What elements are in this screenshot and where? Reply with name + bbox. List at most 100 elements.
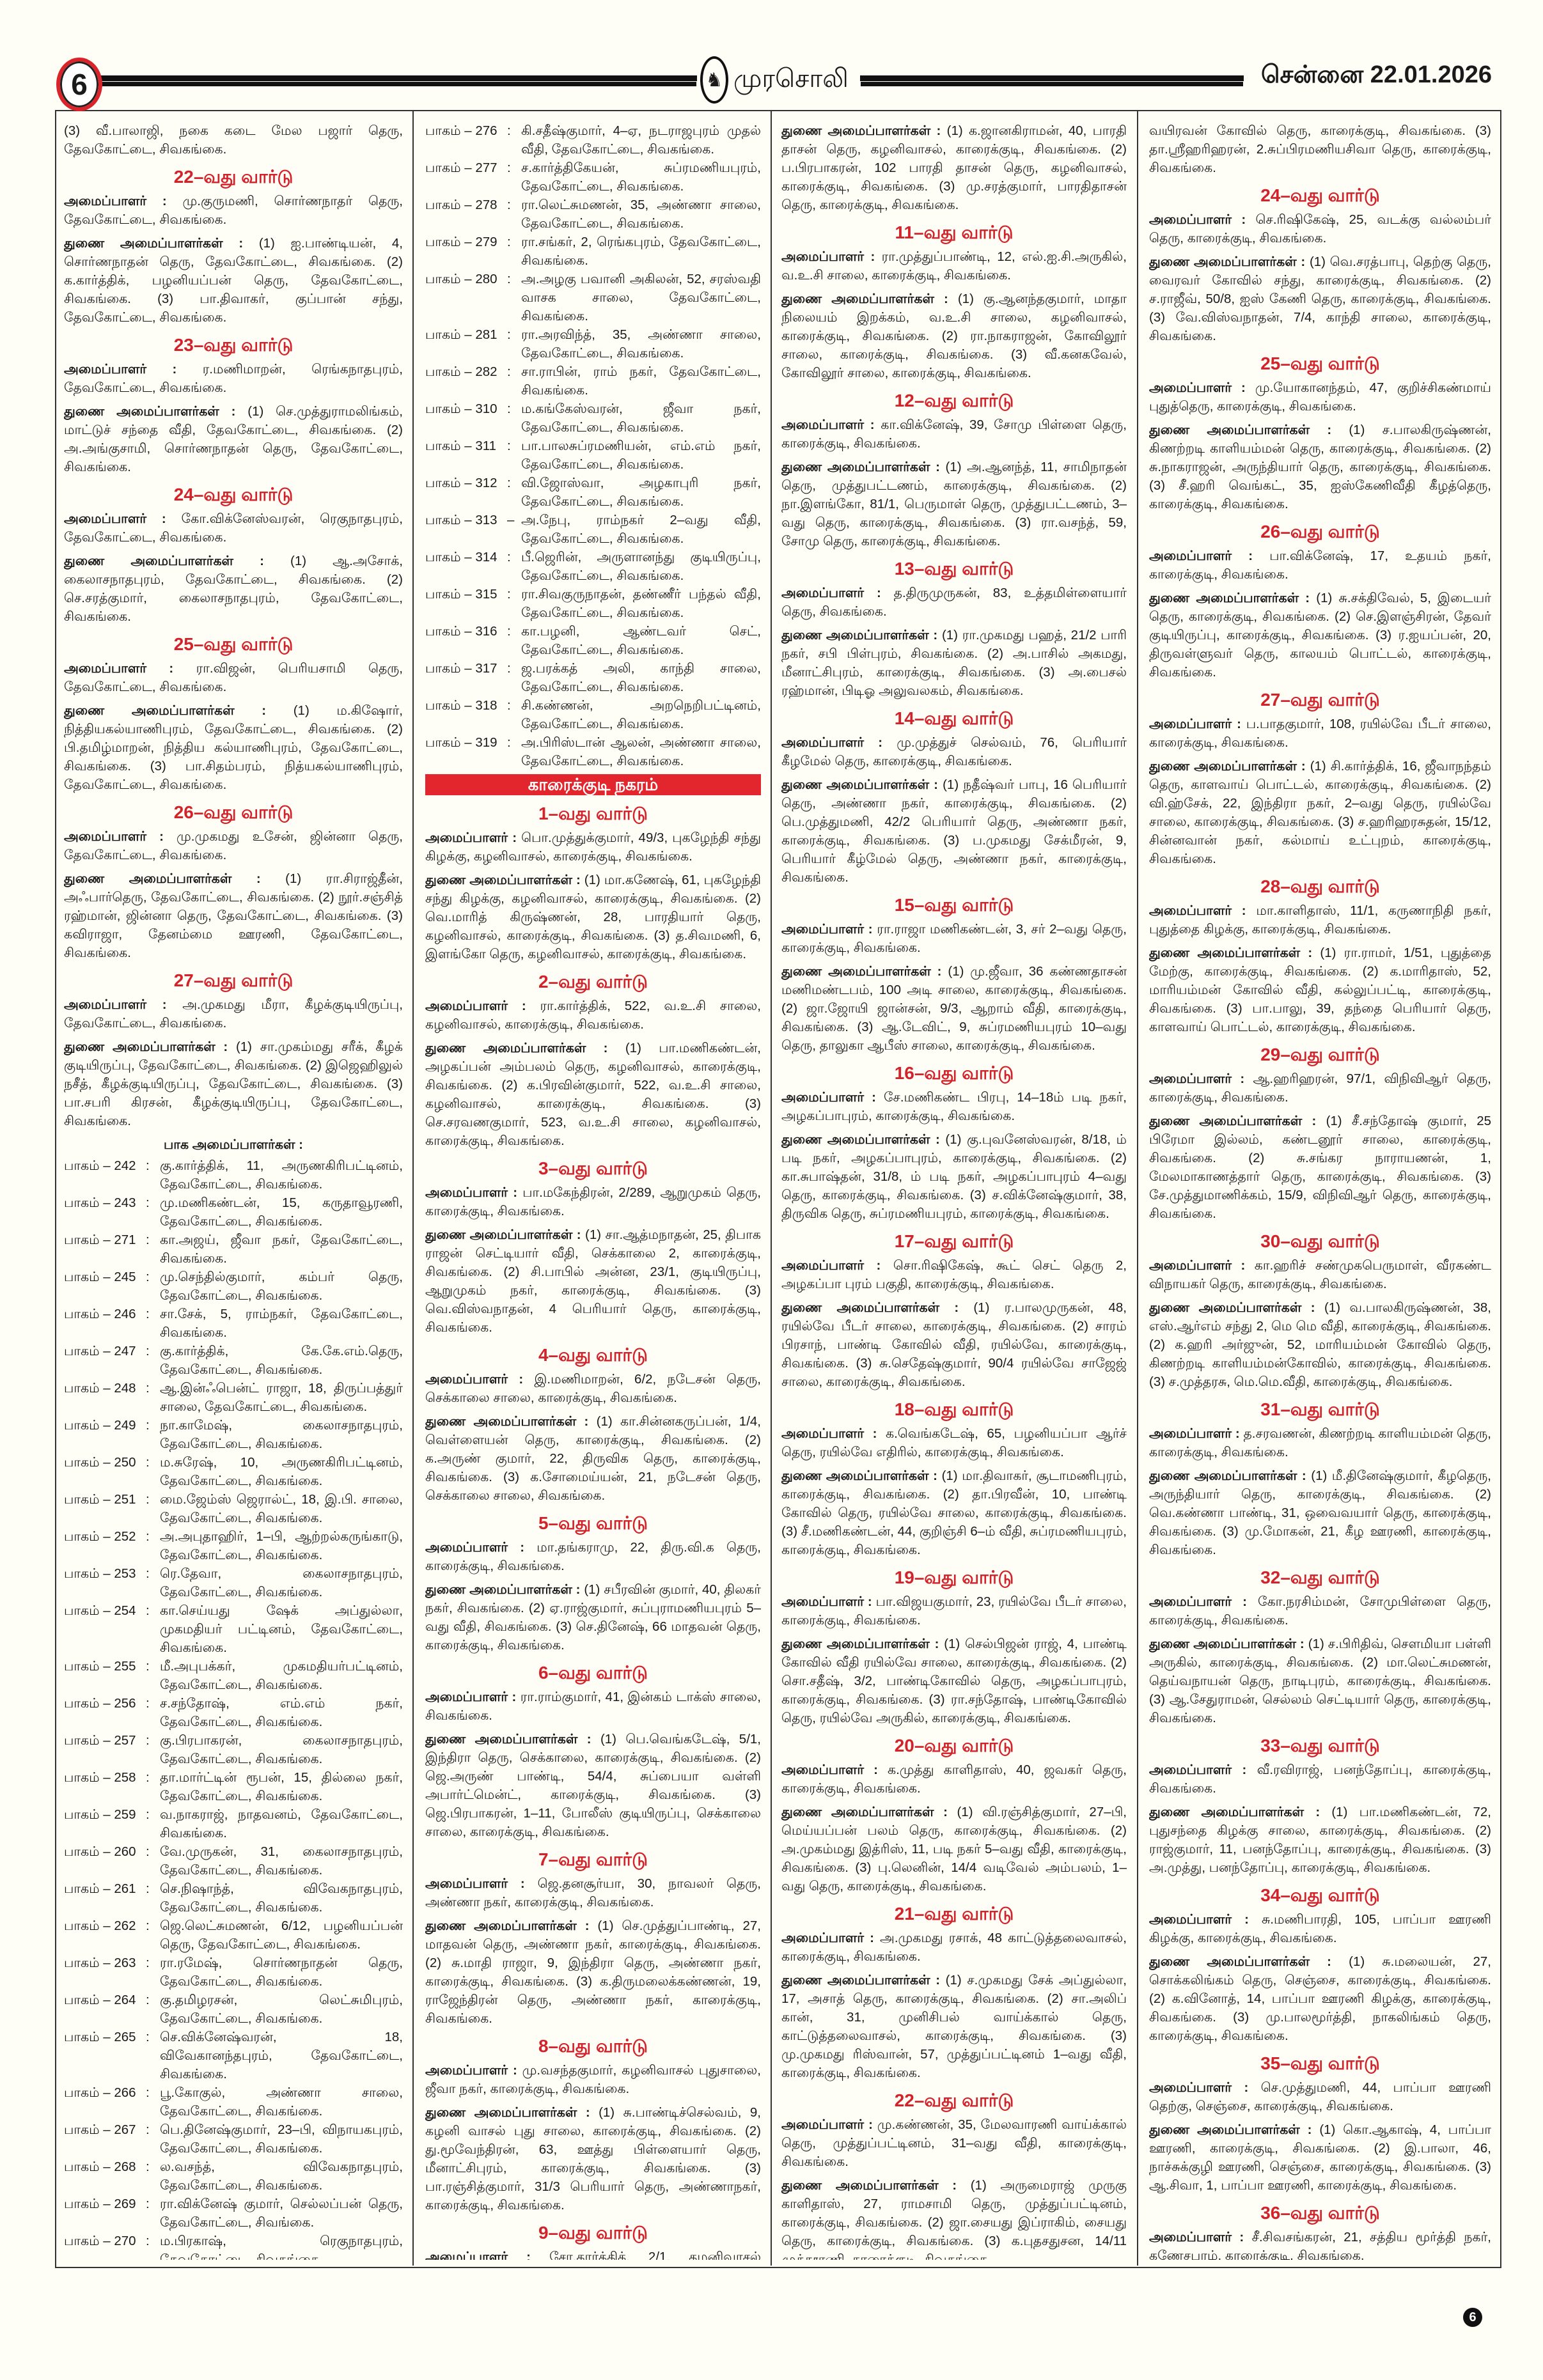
organizer-entry-text: ஜெ.தனசூர்யா, 30, நாவலர் தெரு, அண்ணா நகர்…: [425, 1876, 761, 1909]
deputies-entry: துணை அமைப்பாளர்கள் : (1) க.ஜானகிராமன், 4…: [781, 121, 1127, 214]
part-number: பாகம் – 267: [64, 2122, 136, 2137]
part-organizer-text: சா.ராபின், ராம் நகர், தேவகோட்டை, சிவகங்க…: [521, 364, 761, 398]
part-organizer-row: பாகம் – 263: ரா.ரமேஷ், சொர்ணநாதன் தெரு, த…: [64, 1954, 403, 1991]
ward-heading: 31–வது வார்டு: [1260, 1399, 1380, 1419]
organizer-entry-text: மு.முத்துச் செல்வம், 76, பெரியார் கீழமேல…: [781, 735, 1127, 768]
part-organizer-row: பாகம் – 254: கா.செய்யது ஷேக் அப்துல்லா, ம…: [64, 1601, 403, 1657]
part-organizer-text: கு.கார்த்திக், 11, அருணகிரிபட்டினம், தேவ…: [160, 1158, 403, 1192]
part-organizer-text: வே.முருகன், 31, கைலாசநாதபுரம், தேவகோட்டை…: [160, 1844, 403, 1878]
part-organizer-text: கா.செய்யது ஷேக் அப்துல்லா, முகமதியர் பட்…: [160, 1603, 403, 1655]
deputies-entry: துணை அமைப்பாளர்கள் : (1) செ.முத்துராமலிங…: [64, 402, 403, 476]
part-number: பாகம் – 265: [64, 2030, 136, 2044]
page-header: 6 ♞ முரசொலி சென்னை 22.01.2026: [0, 51, 1543, 111]
deputies-entry-label: துணை அமைப்பாளர்கள் :: [1149, 945, 1313, 960]
deputies-entry-label: துணை அமைப்பாளர்கள் :: [1149, 423, 1332, 437]
deputies-entry-text: (1) செ.முத்துராமலிங்கம், மாட்டுச் சந்தை …: [64, 404, 403, 474]
part-number: பாகம் – 316: [425, 624, 497, 639]
deputies-entry: துணை அமைப்பாளர்கள் : (1) ச.பாலகிருஷ்ணன்,…: [1149, 421, 1491, 513]
deputies-entry-label: துணை அமைப்பாளர்கள் :: [781, 1973, 941, 1987]
organizer-entry-text: சொ.ரிஷிகேஷ், கூட் செட் தெரு 2, அழகப்பா ப…: [781, 1258, 1127, 1291]
organizer-entry-label: அமைப்பாளர் :: [781, 1762, 878, 1777]
part-separator: :: [146, 1381, 150, 1396]
part-organizer-row: பாகம் – 319: அ.பிரிஸ்டான் ஆலன், அண்ணா சால…: [425, 733, 761, 770]
content-frame: [55, 110, 1501, 2268]
part-separator: :: [146, 1659, 150, 1674]
deputies-entry-label: துணை அமைப்பாளர்கள் :: [781, 1132, 940, 1147]
part-organizer-row: பாகம் – 246: சா.சேக், 5, ராம்நகர், தேவகோட…: [64, 1305, 403, 1342]
part-number: பாகம் – 282: [425, 364, 497, 379]
ward-heading: 28–வது வார்டு: [1260, 876, 1380, 896]
page-number-badge: 6: [56, 58, 102, 111]
part-organizer-text: ஆ.இன்ஃபென்ட் ராஜா, 18, திருப்பத்துர் சால…: [160, 1381, 403, 1414]
organizer-entry: அமைப்பாளர் : கா.விக்னேஷ், 39, சோமு பிள்ள…: [781, 416, 1127, 453]
part-separator: :: [146, 2030, 150, 2044]
murasoli-emblem-icon: ♞: [700, 56, 728, 104]
deputies-entry-label: துணை அமைப்பாளர்கள் :: [781, 2178, 957, 2193]
ward-heading: 36–வது வார்டு: [1260, 2203, 1380, 2223]
part-number: பாகம் – 257: [64, 1733, 136, 1748]
organizer-entry-text: ர.மணிமாறன், ரெங்கநாதபுரம், தேவகோட்டை, சி…: [64, 362, 403, 395]
organizer-entry-label: அமைப்பாளர் :: [64, 194, 167, 208]
deputies-entry: துணை அமைப்பாளர்கள் : (1) சா.முகம்மது சரீ…: [64, 1038, 403, 1130]
deputies-entry-label: துணை அமைப்பாளர்கள் :: [1149, 1954, 1332, 1969]
deputies-entry-label: துணை அமைப்பாளர்கள் :: [781, 964, 942, 979]
deputies-entry: துணை அமைப்பாளர்கள் : (1) சா.ஆத்மநாதன், 2…: [425, 1225, 761, 1337]
part-organizer-text: அ.நேபு, ராம்நகர் 2–வது வீதி, தேவகோட்டை, …: [521, 513, 761, 546]
deputies-entry-label: துணை அமைப்பாளர்கள் :: [425, 2105, 590, 2120]
organizer-entry-text: சோ.கார்த்திக், 2/1, கழனிவாசல் புதுசாலை, …: [549, 2250, 761, 2260]
deputies-entry: துணை அமைப்பாளர்கள் : (1) சி.கார்த்திக், …: [1149, 757, 1491, 868]
deputies-entry-label: துணை அமைப்பாளர்கள் :: [425, 1732, 591, 1746]
part-separator: :: [146, 1344, 150, 1358]
part-organizer-row: பாகம் – 253: ரெ.தேவா, கைலாசநாதபுரம், தேவக…: [64, 1564, 403, 1601]
organizer-entry: அமைப்பாளர் : சு.மணிபாரதி, 105, பாப்பா ஊர…: [1149, 1910, 1491, 1947]
column-divider: [771, 110, 772, 2266]
part-number: பாகம் – 271: [64, 1233, 136, 1247]
ward-heading: 7–வது வார்டு: [538, 1849, 648, 1869]
deputies-entry-label: துணை அமைப்பாளர்கள் :: [1149, 1114, 1317, 1128]
part-separator: :: [146, 2197, 150, 2211]
part-number: பாகம் – 246: [64, 1307, 136, 1321]
deputies-entry-text: (1) பெ.வெங்கடேஷ், 5/1, இந்திரா தெரு, செக…: [425, 1732, 761, 1839]
part-organizer-text: ஜெ.லெட்சுமணன், 6/12, பழனியப்பன் தெரு, தே…: [160, 1918, 403, 1952]
part-number: பாகம் – 249: [64, 1418, 136, 1433]
ward-heading: 25–வது வார்டு: [1260, 354, 1380, 373]
organizer-entry-text: மு.குருமணி, சொர்ணநாதர் தெரு, தேவகோட்டை, …: [64, 194, 403, 227]
header-rule-left: [99, 75, 697, 81]
part-separator: :: [146, 1696, 150, 1711]
deputies-entry: துணை அமைப்பாளர்கள் : (1) பா.மணிகண்டன், அ…: [425, 1039, 761, 1150]
ward-heading: 34–வது வார்டு: [1260, 1885, 1380, 1905]
organizer-entry-label: அமைப்பாளர் :: [425, 830, 517, 845]
deputies-entry-label: துணை அமைப்பாளர்கள் :: [64, 404, 236, 419]
part-number: பாகம் – 247: [64, 1344, 136, 1358]
ward-heading: 3–வது வார்டு: [538, 1158, 648, 1178]
deputies-entry: துணை அமைப்பாளர்கள் : (1) ரா.ராமர், 1/51,…: [1149, 944, 1491, 1036]
part-organizer-text: ரா.ரமேஷ், சொர்ணநாதன் தெரு, தேவகோட்டை, சி…: [160, 1956, 403, 1989]
organizer-entry: அமைப்பாளர் : க.முத்து காளிதாஸ், 40, ஜவகர…: [781, 1761, 1127, 1798]
ward-heading: 1–வது வார்டு: [538, 804, 648, 823]
part-organizer-row: பாகம் – 314: பீ.ஜெரின், அருளானந்து குடியி…: [425, 548, 761, 585]
part-organizer-row: பாகம் – 279: ரா.சங்கர், 2, ரெங்கபுரம், தே…: [425, 233, 761, 270]
part-number: பாகம் – 248: [64, 1381, 136, 1396]
part-organizer-row: பாகம் – 260: வே.முருகன், 31, கைலாசநாதபுரம…: [64, 1842, 403, 1879]
deputies-entry-label: துணை அமைப்பாளர்கள் :: [781, 1468, 937, 1483]
part-number: பாகம் – 280: [425, 272, 497, 286]
part-number: பாகம் – 277: [425, 160, 497, 175]
ward-heading: 30–வது வார்டு: [1260, 1231, 1380, 1251]
organizer-entry-text: கோ.நரசிம்மன், சோமுபிள்ளை தெரு, காரைக்குட…: [1149, 1594, 1491, 1628]
column-4: வயிரவன் கோவில் தெரு, காரைக்குடி, சிவகங்க…: [1149, 121, 1491, 2260]
organizer-entry-text: பா.மகேந்திரன், 2/289, ஆறுமுகம் தெரு, கார…: [425, 1185, 761, 1218]
part-organizer-text: தா.மார்ட்டின் ரூபன், 15, தில்லை நகர், தே…: [160, 1770, 403, 1803]
deputies-entry-label: துணை அமைப்பாளர்கள் :: [1149, 2122, 1312, 2137]
organizer-entry: அமைப்பாளர் : சோ.கார்த்திக், 2/1, கழனிவாச…: [425, 2248, 761, 2260]
organizer-entry-text: இ.மணிமாறன், 6/2, நடேசன் தெரு, செக்காலை ச…: [425, 1372, 761, 1405]
part-organizer-row: பாகம் – 258: தா.மார்ட்டின் ரூபன், 15, தில…: [64, 1768, 403, 1805]
organizer-entry: அமைப்பாளர் : சீ.சிவசங்கரன், 21, சத்திய ம…: [1149, 2228, 1491, 2260]
ward-heading: 12–வது வார்டு: [894, 391, 1014, 410]
deputies-entry-label: துணை அமைப்பாளர்கள் :: [1149, 759, 1306, 774]
part-separator: :: [507, 123, 511, 138]
organizer-entry: அமைப்பாளர் : ர.மணிமாறன், ரெங்கநாதபுரம், …: [64, 360, 403, 397]
organizer-entry: அமைப்பாளர் : மு.கண்ணன், 35, மேலவாரணி வாய…: [781, 2115, 1127, 2171]
ward-heading: 26–வது வார்டு: [1260, 522, 1380, 541]
part-organizer-row: பாகம் – 250: ம.சுரேஷ், 10, அருணகிரிபட்டின…: [64, 1453, 403, 1490]
organizer-entry-label: அமைப்பாளர் :: [425, 1690, 517, 1704]
